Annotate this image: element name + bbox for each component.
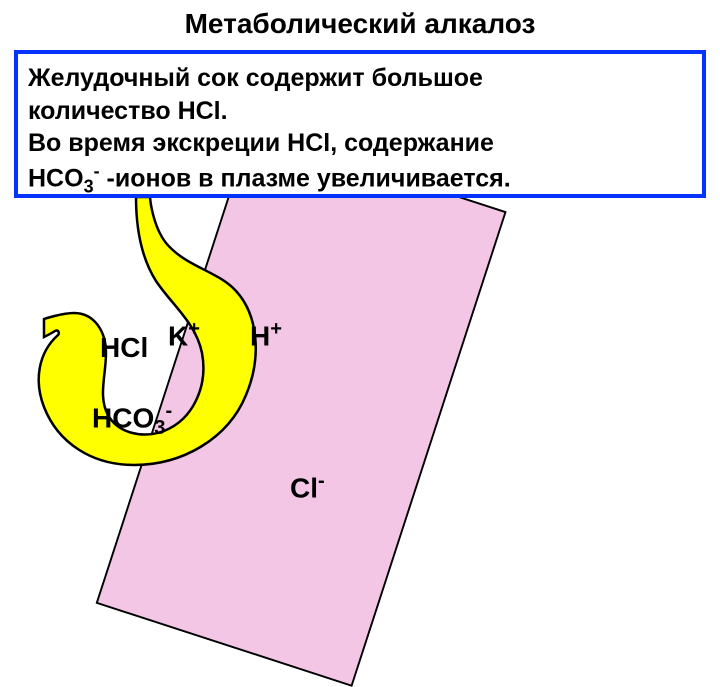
info-line-1: Желудочный сок содержит большое bbox=[28, 62, 692, 95]
label-h-plus: H+ bbox=[250, 318, 282, 352]
info-line-3: Во время экскреции HCl, содержание bbox=[28, 127, 692, 160]
label-k-plus: K+ bbox=[168, 318, 200, 352]
info-line-2: количество HCl. bbox=[28, 95, 692, 128]
label-cl-minus: Cl- bbox=[290, 470, 325, 504]
page-title: Метаболический алкалоз bbox=[0, 0, 720, 40]
label-hco3-minus: HCO3- bbox=[92, 400, 172, 440]
info-line-4: HCO3- -ионов в плазме увеличивается. bbox=[28, 160, 692, 199]
info-box: Желудочный сок содержит большое количест… bbox=[14, 50, 706, 198]
label-hcl: HCl bbox=[100, 332, 148, 364]
